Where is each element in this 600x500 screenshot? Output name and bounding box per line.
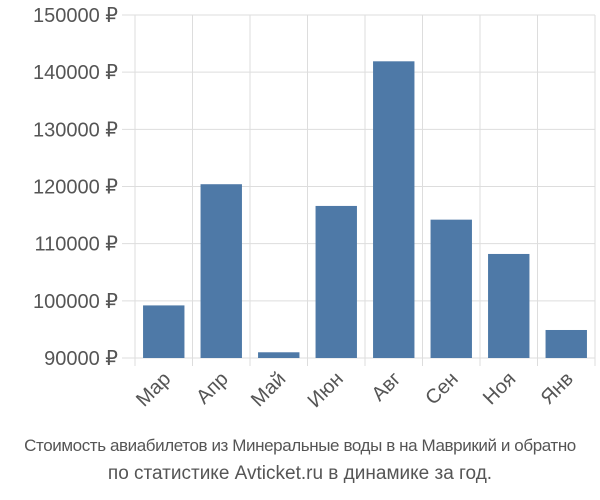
x-tick-label: Апр (192, 368, 233, 409)
bar-7 (488, 253, 530, 358)
x-tick-label: Сен (421, 368, 462, 409)
x-tick-label: Июн (304, 368, 348, 412)
y-tick-label: 150000 ₽ (33, 5, 118, 27)
bar-4 (315, 205, 357, 358)
y-tick-label: 110000 ₽ (34, 234, 118, 256)
bars (143, 61, 587, 359)
x-axis-ticks: Мар Апр Май Июн Авг Сен Ноя Янв (132, 368, 578, 412)
y-tick-label: 120000 ₽ (33, 177, 118, 199)
x-tick-label: Май (247, 368, 290, 411)
bar-chart: 90000 ₽ 100000 ₽ 110000 ₽ 120000 ₽ 130000 ₽ 1… (33, 5, 596, 412)
bar-3 (258, 352, 300, 358)
bar-8 (545, 329, 587, 358)
grid-lines (122, 14, 596, 366)
x-tick-label: Мар (132, 368, 175, 411)
y-axis-ticks: 90000 ₽ 100000 ₽ 110000 ₽ 120000 ₽ 130000 ₽ 1… (33, 5, 118, 370)
x-tick-label: Янв (537, 368, 578, 409)
chart-caption-line-1: Стоимость авиабилетов из Минеральные вод… (24, 436, 576, 455)
x-tick-label: Ноя (479, 368, 520, 409)
bar-6 (430, 219, 472, 358)
chart-caption-line-2: по статистике Avticket.ru в динамике за … (107, 463, 493, 484)
bar-1 (143, 305, 185, 358)
y-tick-label: 140000 ₽ (33, 62, 118, 84)
bar-5 (373, 61, 415, 359)
x-tick-label: Авг (368, 368, 406, 406)
y-tick-label: 100000 ₽ (33, 291, 118, 313)
y-tick-label: 130000 ₽ (33, 119, 118, 141)
y-tick-label: 90000 ₽ (44, 348, 118, 370)
bar-2 (200, 184, 242, 358)
